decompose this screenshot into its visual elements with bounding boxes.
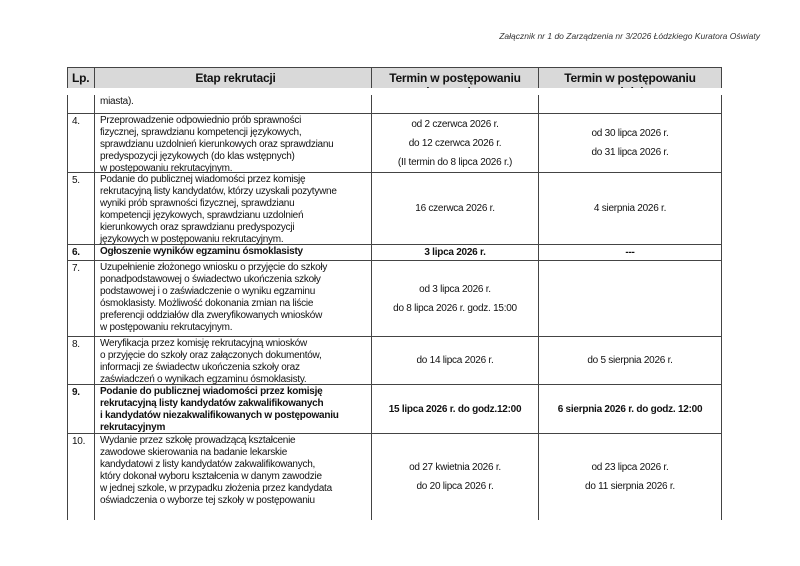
etap-line: zawodowe skierowania na badanie lekarski… [100, 447, 288, 458]
termin-rekrutacyjne-cell: od 3 lipca 2026 r. do 8 lipca 2026 r. god… [371, 261, 538, 336]
etap-cell: Podanie do publicznej wiadomości przez k… [94, 173, 371, 244]
etap-line: ósmoklasisty. Możliwość dokonania zmian … [100, 298, 314, 309]
date-line: 15 lipca 2026 r. do godz.12:00 [388, 403, 522, 415]
etap-cell: Uzupełnienie złożonego wniosku o przyjęc… [94, 261, 371, 336]
etap-line: rekrutacyjnym [100, 422, 166, 433]
termin-uzupelniajace-cell [538, 261, 722, 336]
header-note: Załącznik nr 1 do Zarządzenia nr 3/2026 … [499, 31, 760, 41]
header-termin-rekrutacyjne: Termin w postępowaniu rekrutacyjnym [371, 68, 538, 88]
lp-cell: 8. [67, 337, 94, 384]
etap-line: kierunkowych oraz sprawdzianu predyspozy… [100, 222, 295, 233]
table-row: 5. Podanie do publicznej wiadomości przez… [67, 172, 722, 244]
date-line: od 30 lipca 2026 r. [591, 128, 669, 139]
header-etap: Etap rekrutacji [94, 68, 371, 88]
etap-line: i kandydatów niezakwalifikowanych w post… [100, 410, 339, 421]
date-line: od 2 czerwca 2026 r. [411, 118, 499, 130]
lp-cell: 4. [67, 114, 94, 172]
date-line: do 12 czerwca 2026 r. [408, 137, 502, 149]
date-line: do 20 lipca 2026 r. [416, 481, 494, 492]
date-line: do 8 lipca 2026 r. godz. 15:00 [393, 302, 517, 314]
termin-uzupelniajace-cell: --- [538, 245, 722, 260]
date-line: 16 czerwca 2026 r. [415, 203, 495, 214]
etap-line: sprawdzianu uzdolnień kierunkowych oraz … [100, 139, 334, 150]
date-line: 3 lipca 2026 r. [424, 247, 486, 258]
etap-line: zaświadczeń o wynikach egzaminu ósmoklas… [100, 374, 307, 384]
date-line: 6 sierpnia 2026 r. do godz. 12:00 [557, 403, 703, 415]
termin-uzupelniajace-cell: od 30 lipca 2026 r. do 31 lipca 2026 r. [538, 114, 722, 172]
table-row: 10. Wydanie przez szkołę prowadzącą kszta… [67, 433, 722, 520]
termin-uzupelniajace-cell: od 23 lipca 2026 r. do 11 sierpnia 2026 r… [538, 434, 722, 520]
termin-uzupelniajace-cell [538, 95, 722, 113]
header-lp: Lp. [67, 68, 94, 88]
etap-line: Podanie do publicznej wiadomości przez k… [100, 386, 323, 397]
etap-line: kandydatowi z listy kandydatów zakwalifi… [100, 459, 316, 470]
table-row: 9. Podanie do publicznej wiadomości przez… [67, 384, 722, 433]
date-line: 4 sierpnia 2026 r. [593, 203, 667, 214]
table-header-row: Lp. Etap rekrutacji Termin w postępowani… [67, 67, 722, 88]
lp-cell: 7. [67, 261, 94, 336]
etap-line: fizycznej, sprawdzianu kompetencji język… [100, 127, 302, 138]
date-line: (II termin do 8 lipca 2026 r.) [397, 156, 513, 168]
table-row: 7. Uzupełnienie złożonego wniosku o przyj… [67, 260, 722, 336]
etap-line: w postępowaniu rekrutacyjnym. [100, 163, 233, 172]
lp-cell [67, 95, 94, 113]
etap-line: Uzupełnienie złożonego wniosku o przyjęc… [100, 262, 328, 273]
etap-cell: Podanie do publicznej wiadomości przez k… [94, 385, 371, 433]
etap-line: predyspozycji językowych (do klas wstępn… [100, 151, 295, 162]
etap-line: Przeprowadzenie odpowiednio prób sprawno… [100, 115, 302, 126]
table-row: 6. Ogłoszenie wyników egzaminu ósmoklasis… [67, 244, 722, 260]
termin-rekrutacyjne-cell: 3 lipca 2026 r. [371, 245, 538, 260]
etap-line: ponadpodstawowej o świadectwo ukończenia… [100, 274, 321, 285]
date-line: od 3 lipca 2026 r. [419, 283, 491, 295]
etap-line: językowych w postępowaniu rekrutacyjnym. [100, 234, 284, 244]
termin-rekrutacyjne-cell: od 2 czerwca 2026 r. do 12 czerwca 2026 r… [371, 114, 538, 172]
date-line: --- [625, 247, 635, 258]
etap-line: wyniki prób sprawności fizycznej, sprawd… [100, 198, 295, 209]
termin-rekrutacyjne-cell: 15 lipca 2026 r. do godz.12:00 [371, 385, 538, 433]
etap-line: rekrutacyjną listy kandydatów zakwalifik… [100, 398, 324, 409]
etap-line: Ogłoszenie wyników egzaminu ósmoklasisty [100, 246, 303, 257]
termin-rekrutacyjne-cell: 16 czerwca 2026 r. [371, 173, 538, 244]
etap-line: kompetencji językowych, sprawdzianu uzdo… [100, 210, 304, 221]
termin-rekrutacyjne-cell: do 14 lipca 2026 r. [371, 337, 538, 384]
termin-uzupelniajace-cell: do 5 sierpnia 2026 r. [538, 337, 722, 384]
termin-rekrutacyjne-cell [371, 95, 538, 113]
etap-line: w jednej szkole, w przypadku złożenia pr… [100, 483, 332, 494]
table-row: 4. Przeprowadzenie odpowiednio prób spraw… [67, 113, 722, 172]
etap-line: rekrutacyjną listy kandydatów, którzy uz… [100, 186, 337, 197]
table-row: miasta). [67, 95, 722, 113]
date-line: od 27 kwietnia 2026 r. [409, 462, 501, 473]
termin-uzupelniajace-cell: 4 sierpnia 2026 r. [538, 173, 722, 244]
etap-line: w postępowaniu rekrutacyjnym. [100, 322, 233, 333]
header-termin-uzupelniajace: Termin w postępowaniu uzupełniającym [538, 68, 722, 88]
lp-cell: 10. [67, 434, 94, 520]
table-row: 8. Weryfikacja przez komisję rekrutacyjną… [67, 336, 722, 384]
etap-cell: miasta). [94, 95, 371, 113]
date-line: do 31 lipca 2026 r. [591, 147, 669, 158]
lp-cell: 9. [67, 385, 94, 433]
etap-line: Podanie do publicznej wiadomości przez k… [100, 174, 306, 185]
etap-line: preferencji oddziałów dla zweryfikowanyc… [100, 310, 323, 321]
etap-cell: Ogłoszenie wyników egzaminu ósmoklasisty [94, 245, 371, 260]
lp-cell: 5. [67, 173, 94, 244]
lp-cell: 6. [67, 245, 94, 260]
etap-line: o przyjęcie do szkoły oraz załączonych d… [100, 350, 322, 361]
date-line: do 14 lipca 2026 r. [416, 355, 494, 366]
etap-cell: Weryfikacja przez komisję rekrutacyjną w… [94, 337, 371, 384]
termin-rekrutacyjne-cell: od 27 kwietnia 2026 r. do 20 lipca 2026 r… [371, 434, 538, 520]
etap-line: który dokonał wyboru kształcenia w danym… [100, 471, 322, 482]
etap-line: miasta). [100, 96, 134, 107]
etap-line: informacji ze świadectw ukończenia szkoł… [100, 362, 300, 373]
etap-line: Weryfikacja przez komisję rekrutacyjną w… [100, 338, 308, 349]
etap-line: podstawowej i o zaświadczenie o wyniku e… [100, 286, 316, 297]
date-line: do 5 sierpnia 2026 r. [587, 355, 673, 366]
etap-line: Wydanie przez szkołę prowadzącą kształce… [100, 435, 296, 446]
etap-line: oświadczenia o wyborze tej szkoły w post… [100, 495, 315, 506]
termin-uzupelniajace-cell: 6 sierpnia 2026 r. do godz. 12:00 [538, 385, 722, 433]
etap-cell: Wydanie przez szkołę prowadzącą kształce… [94, 434, 371, 520]
etap-cell: Przeprowadzenie odpowiednio prób sprawno… [94, 114, 371, 172]
date-line: do 11 sierpnia 2026 r. [585, 481, 675, 492]
date-line: od 23 lipca 2026 r. [591, 462, 669, 473]
